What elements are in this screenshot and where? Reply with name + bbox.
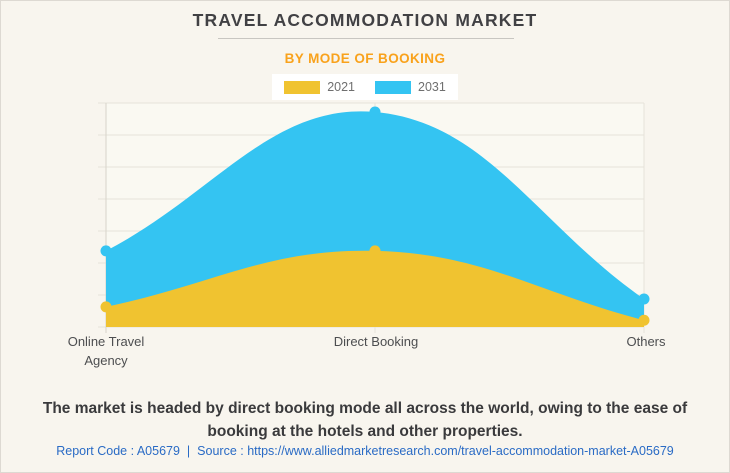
legend-item-2021[interactable]: 2021 (284, 80, 355, 94)
legend-swatch-2031-icon (375, 80, 411, 94)
chart-subtitle: BY MODE OF BOOKING (284, 51, 446, 66)
x-axis-label-direct-booking: Direct Booking (333, 334, 419, 349)
footer-separator: | (186, 444, 191, 458)
chart-legend: 2021 2031 (1, 74, 729, 100)
legend-label-2031: 2031 (418, 80, 446, 94)
footer-line: Report Code : A05679 | Source : https://ww… (1, 444, 729, 458)
source-link[interactable]: Source : https://www.alliedmarketresearc… (197, 444, 674, 458)
legend-item-2031[interactable]: 2031 (375, 80, 446, 94)
area-chart[interactable] (1, 89, 730, 379)
title-divider (218, 38, 514, 39)
legend-box: 2021 2031 (272, 74, 458, 100)
x-axis-label-online-travel-agency: Online Travel Agency (67, 334, 145, 368)
x-axis-label-others: Others (626, 334, 666, 349)
legend-swatch-2021-icon (284, 80, 321, 94)
page-title: TRAVEL ACCOMMODATION MARKET (192, 10, 538, 30)
legend-label-2021: 2021 (327, 80, 355, 94)
report-code: Report Code : A05679 (56, 444, 180, 458)
chart-caption: The market is headed by direct booking m… (42, 400, 688, 440)
